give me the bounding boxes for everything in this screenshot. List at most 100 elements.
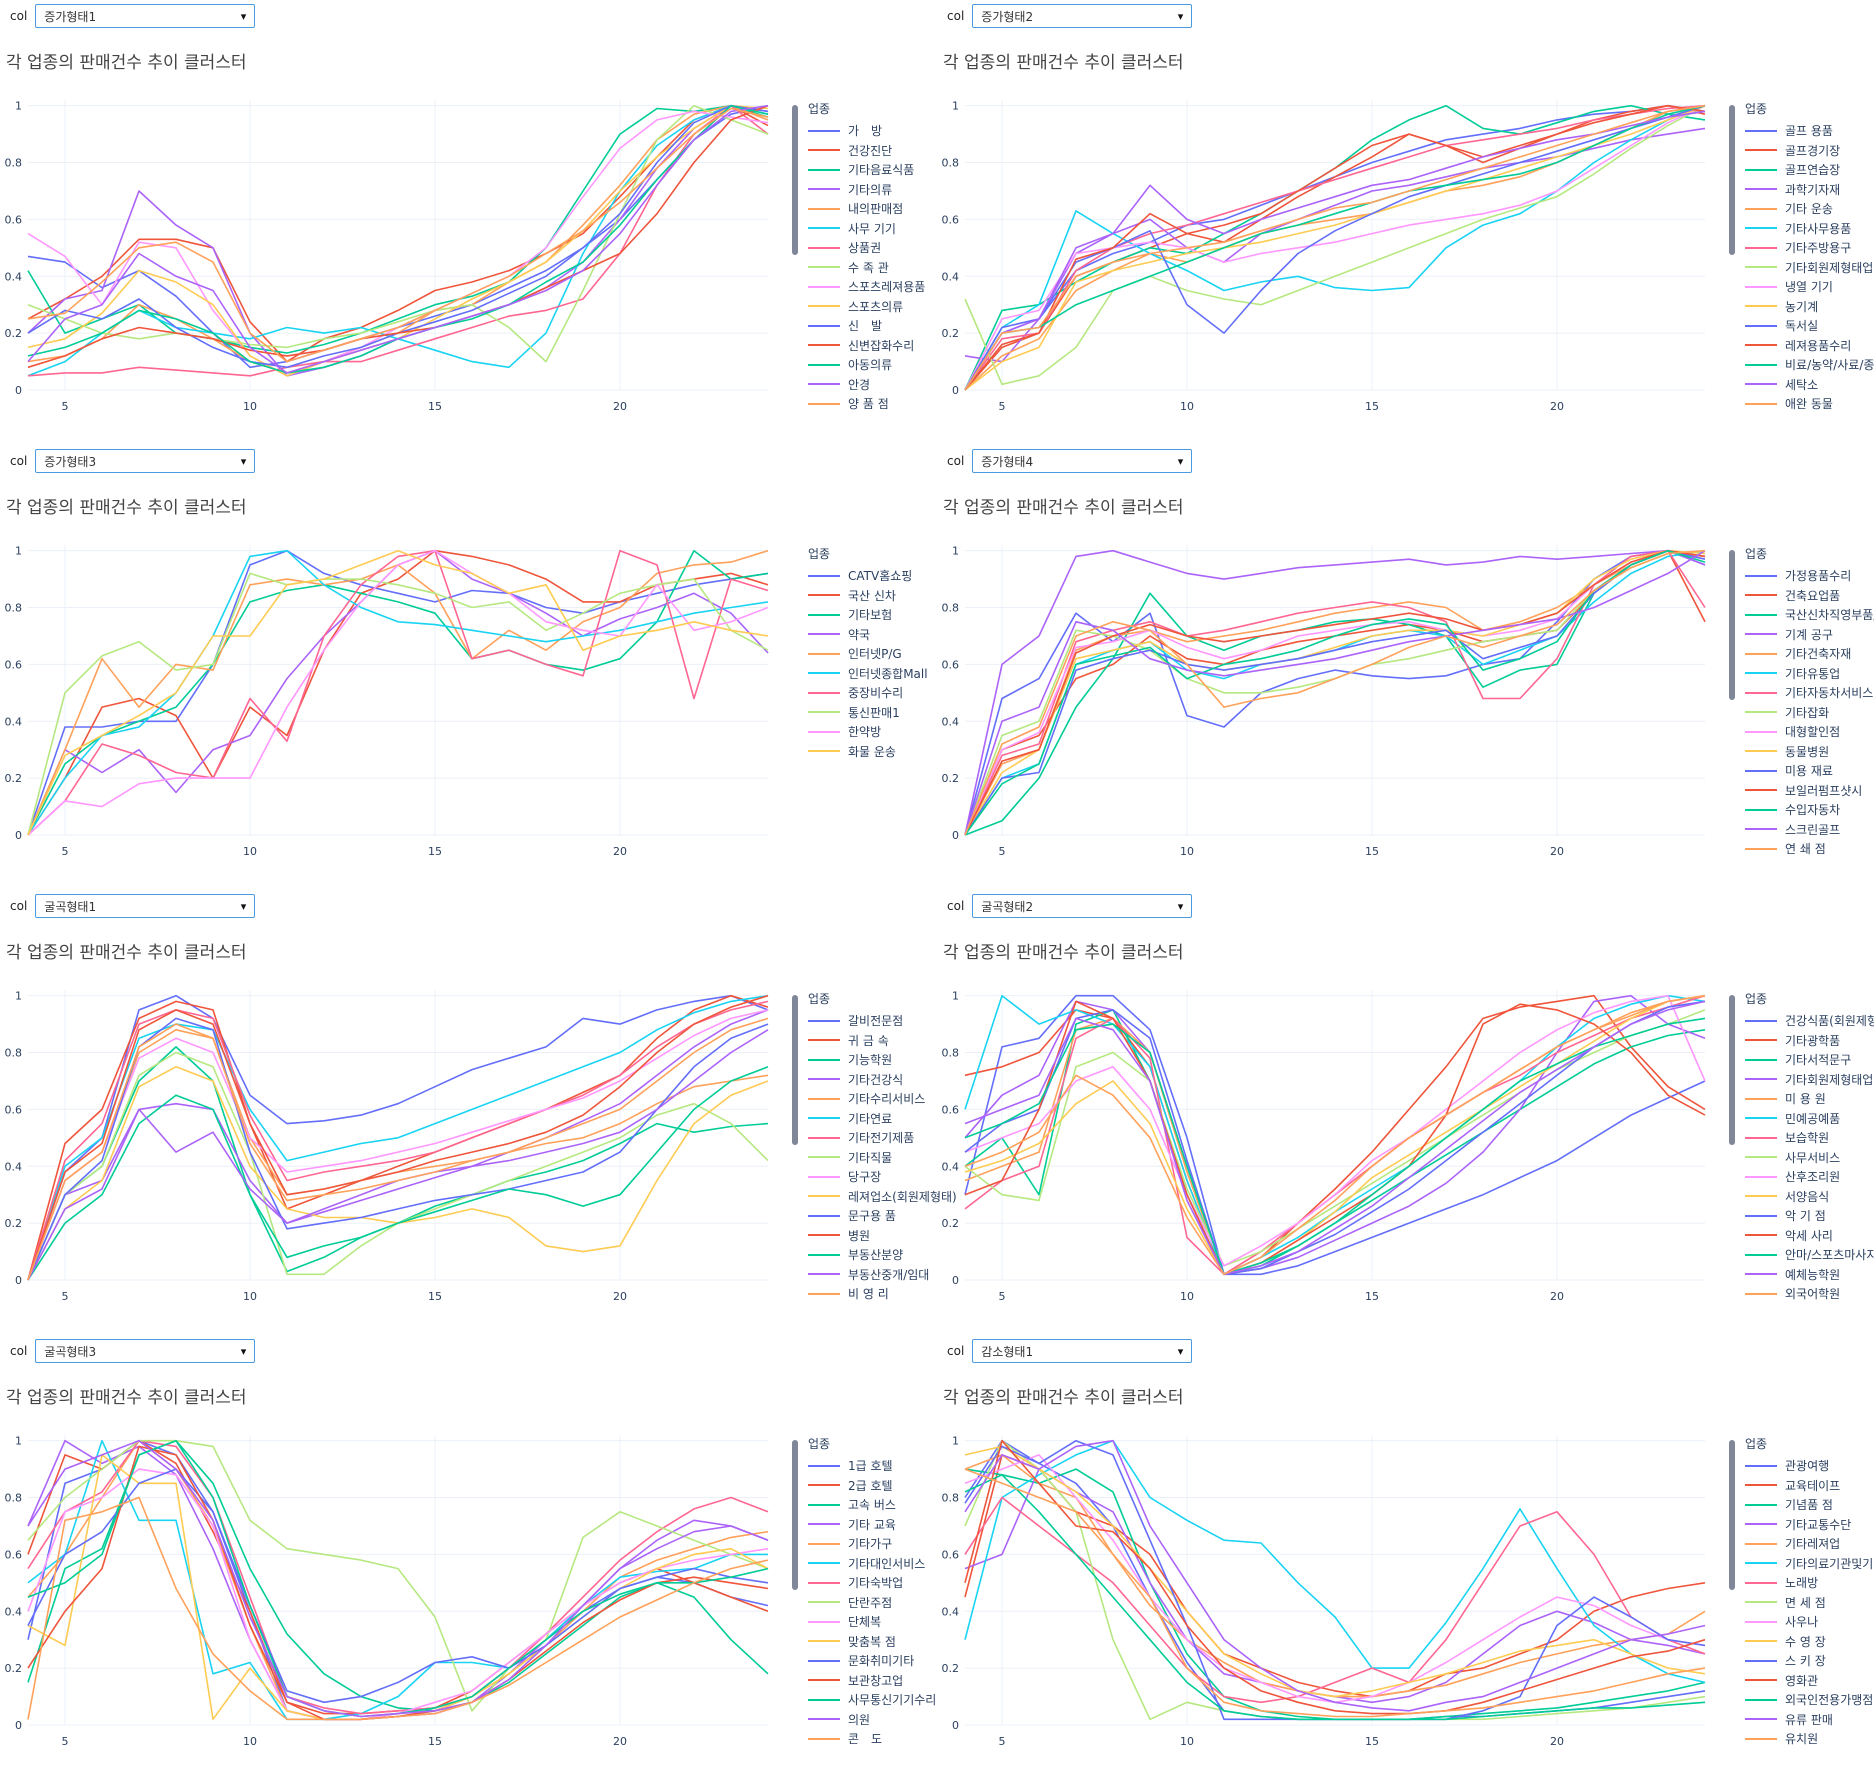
- legend-item[interactable]: 안마/스포츠마사지: [1745, 1245, 1874, 1265]
- legend-scrollbar[interactable]: [1729, 995, 1735, 1145]
- legend-item[interactable]: 의원: [808, 1710, 978, 1730]
- legend-item[interactable]: 기타연료: [808, 1109, 978, 1129]
- legend-item[interactable]: 관광여행: [1745, 1456, 1874, 1476]
- legend-item[interactable]: 고속 버스: [808, 1495, 978, 1515]
- legend-scrollbar[interactable]: [1729, 1440, 1735, 1590]
- legend-item[interactable]: 기타직물: [808, 1148, 978, 1168]
- legend-item[interactable]: 비료/농약/사료/종자: [1745, 355, 1874, 375]
- legend-scrollbar[interactable]: [792, 105, 798, 255]
- legend-item[interactable]: 사무통신기기수리: [808, 1690, 978, 1710]
- legend-item[interactable]: 기타유통업: [1745, 664, 1874, 684]
- legend-item[interactable]: 기타주방용구: [1745, 238, 1874, 258]
- legend-item[interactable]: 신변잡화수리: [808, 336, 978, 356]
- legend-item[interactable]: 유류 판매: [1745, 1710, 1874, 1730]
- legend-item[interactable]: 기타사무용품: [1745, 219, 1874, 239]
- legend-item[interactable]: 기타서적문구: [1745, 1050, 1874, 1070]
- legend-item[interactable]: 스크린골프: [1745, 820, 1874, 840]
- legend-item[interactable]: 기타 운송: [1745, 199, 1874, 219]
- legend-item[interactable]: 독서실: [1745, 316, 1874, 336]
- legend-item[interactable]: 예체능학원: [1745, 1265, 1874, 1285]
- legend-item[interactable]: 기타레져업: [1745, 1534, 1874, 1554]
- legend-item[interactable]: 연 쇄 점: [1745, 839, 1874, 859]
- legend-item[interactable]: 면 세 점: [1745, 1593, 1874, 1613]
- legend-item[interactable]: 단란주점: [808, 1593, 978, 1613]
- legend-item[interactable]: 기타건강식: [808, 1070, 978, 1090]
- legend-item[interactable]: 보관창고업: [808, 1671, 978, 1691]
- legend-item[interactable]: 기타잡화: [1745, 703, 1874, 723]
- legend-scrollbar[interactable]: [1729, 105, 1735, 255]
- legend-item[interactable]: 악세 사리: [1745, 1226, 1874, 1246]
- legend-item[interactable]: 기타가구: [808, 1534, 978, 1554]
- legend-item[interactable]: 악 기 점: [1745, 1206, 1874, 1226]
- legend-item[interactable]: 미 용 원: [1745, 1089, 1874, 1109]
- legend-item[interactable]: 미용 재료: [1745, 761, 1874, 781]
- legend-item[interactable]: 부동산중개/임대: [808, 1265, 978, 1285]
- legend-item[interactable]: 기타전기제품: [808, 1128, 978, 1148]
- legend-item[interactable]: 맞춤복 점: [808, 1632, 978, 1652]
- legend-item[interactable]: 갈비전문점: [808, 1011, 978, 1031]
- legend-item[interactable]: 화물 운송: [808, 742, 978, 762]
- legend-item[interactable]: 약국: [808, 625, 978, 645]
- cluster-dropdown[interactable]: 증가형태4 ▾: [972, 449, 1193, 473]
- legend-item[interactable]: 수입자동차: [1745, 800, 1874, 820]
- legend-item[interactable]: 가 방: [808, 121, 978, 141]
- legend-item[interactable]: 부동산분양: [808, 1245, 978, 1265]
- legend-item[interactable]: 기타자동차서비스: [1745, 683, 1874, 703]
- legend-item[interactable]: 보습학원: [1745, 1128, 1874, 1148]
- legend-scrollbar[interactable]: [792, 1440, 798, 1590]
- legend-item[interactable]: 상품권: [808, 238, 978, 258]
- legend-item[interactable]: 사무서비스: [1745, 1148, 1874, 1168]
- legend-item[interactable]: 사우나: [1745, 1612, 1874, 1632]
- legend-item[interactable]: 스 키 장: [1745, 1651, 1874, 1671]
- legend-item[interactable]: 냉열 기기: [1745, 277, 1874, 297]
- legend-item[interactable]: 기타음료식품: [808, 160, 978, 180]
- legend-item[interactable]: 건강식품(회원제형태): [1745, 1011, 1874, 1031]
- legend-item[interactable]: 기타회원제형태업소4: [1745, 1070, 1874, 1090]
- legend-item[interactable]: 스포츠레져용품: [808, 277, 978, 297]
- cluster-dropdown[interactable]: 굴곡형태2 ▾: [972, 894, 1193, 918]
- cluster-dropdown[interactable]: 굴곡형태1 ▾: [35, 894, 256, 918]
- cluster-dropdown[interactable]: 감소형태1 ▾: [972, 1339, 1193, 1363]
- legend-item[interactable]: 기타광학품: [1745, 1031, 1874, 1051]
- legend-item[interactable]: 노래방: [1745, 1573, 1874, 1593]
- legend-item[interactable]: 골프경기장: [1745, 141, 1874, 161]
- legend-item[interactable]: 중장비수리: [808, 683, 978, 703]
- cluster-dropdown[interactable]: 증가형태1 ▾: [35, 4, 256, 28]
- legend-item[interactable]: 보일러펌프샷시: [1745, 781, 1874, 801]
- legend-item[interactable]: 세탁소: [1745, 375, 1874, 395]
- legend-item[interactable]: 비 영 리: [808, 1284, 978, 1304]
- legend-item[interactable]: 가정용품수리: [1745, 566, 1874, 586]
- legend-item[interactable]: 기타의료기관및기타의료기기: [1745, 1554, 1874, 1574]
- legend-item[interactable]: 기타보험: [808, 605, 978, 625]
- legend-item[interactable]: 국산 신차: [808, 586, 978, 606]
- legend-item[interactable]: 기념품 점: [1745, 1495, 1874, 1515]
- legend-item[interactable]: 신 발: [808, 316, 978, 336]
- legend-item[interactable]: 기타교통수단: [1745, 1515, 1874, 1535]
- legend-item[interactable]: 기타수리서비스: [808, 1089, 978, 1109]
- legend-item[interactable]: 단체복: [808, 1612, 978, 1632]
- legend-item[interactable]: 사무 기기: [808, 219, 978, 239]
- legend-scrollbar[interactable]: [1729, 550, 1735, 700]
- legend-item[interactable]: 수 영 장: [1745, 1632, 1874, 1652]
- legend-item[interactable]: 기타회원제형태업소1: [1745, 258, 1874, 278]
- legend-item[interactable]: 2급 호텔: [808, 1476, 978, 1496]
- legend-item[interactable]: 아동의류: [808, 355, 978, 375]
- legend-item[interactable]: 기타의류: [808, 180, 978, 200]
- legend-item[interactable]: 산후조리원: [1745, 1167, 1874, 1187]
- legend-item[interactable]: 인터넷P/G: [808, 644, 978, 664]
- legend-item[interactable]: 국산신차직영부품/정비업소: [1745, 605, 1874, 625]
- legend-item[interactable]: 병원: [808, 1226, 978, 1246]
- legend-item[interactable]: 콘 도: [808, 1729, 978, 1749]
- cluster-dropdown[interactable]: 증가형태3 ▾: [35, 449, 256, 473]
- legend-item[interactable]: 한약방: [808, 722, 978, 742]
- legend-item[interactable]: 외국인전용가맹점: [1745, 1690, 1874, 1710]
- legend-item[interactable]: 인터넷종합Mall: [808, 664, 978, 684]
- legend-item[interactable]: 유치원: [1745, 1729, 1874, 1749]
- legend-item[interactable]: 내의판매점: [808, 199, 978, 219]
- legend-item[interactable]: 건강진단: [808, 141, 978, 161]
- legend-item[interactable]: 농기계: [1745, 297, 1874, 317]
- legend-item[interactable]: 스포츠의류: [808, 297, 978, 317]
- legend-item[interactable]: 골프 용품: [1745, 121, 1874, 141]
- legend-item[interactable]: CATV홈쇼핑: [808, 566, 978, 586]
- legend-item[interactable]: 통신판매1: [808, 703, 978, 723]
